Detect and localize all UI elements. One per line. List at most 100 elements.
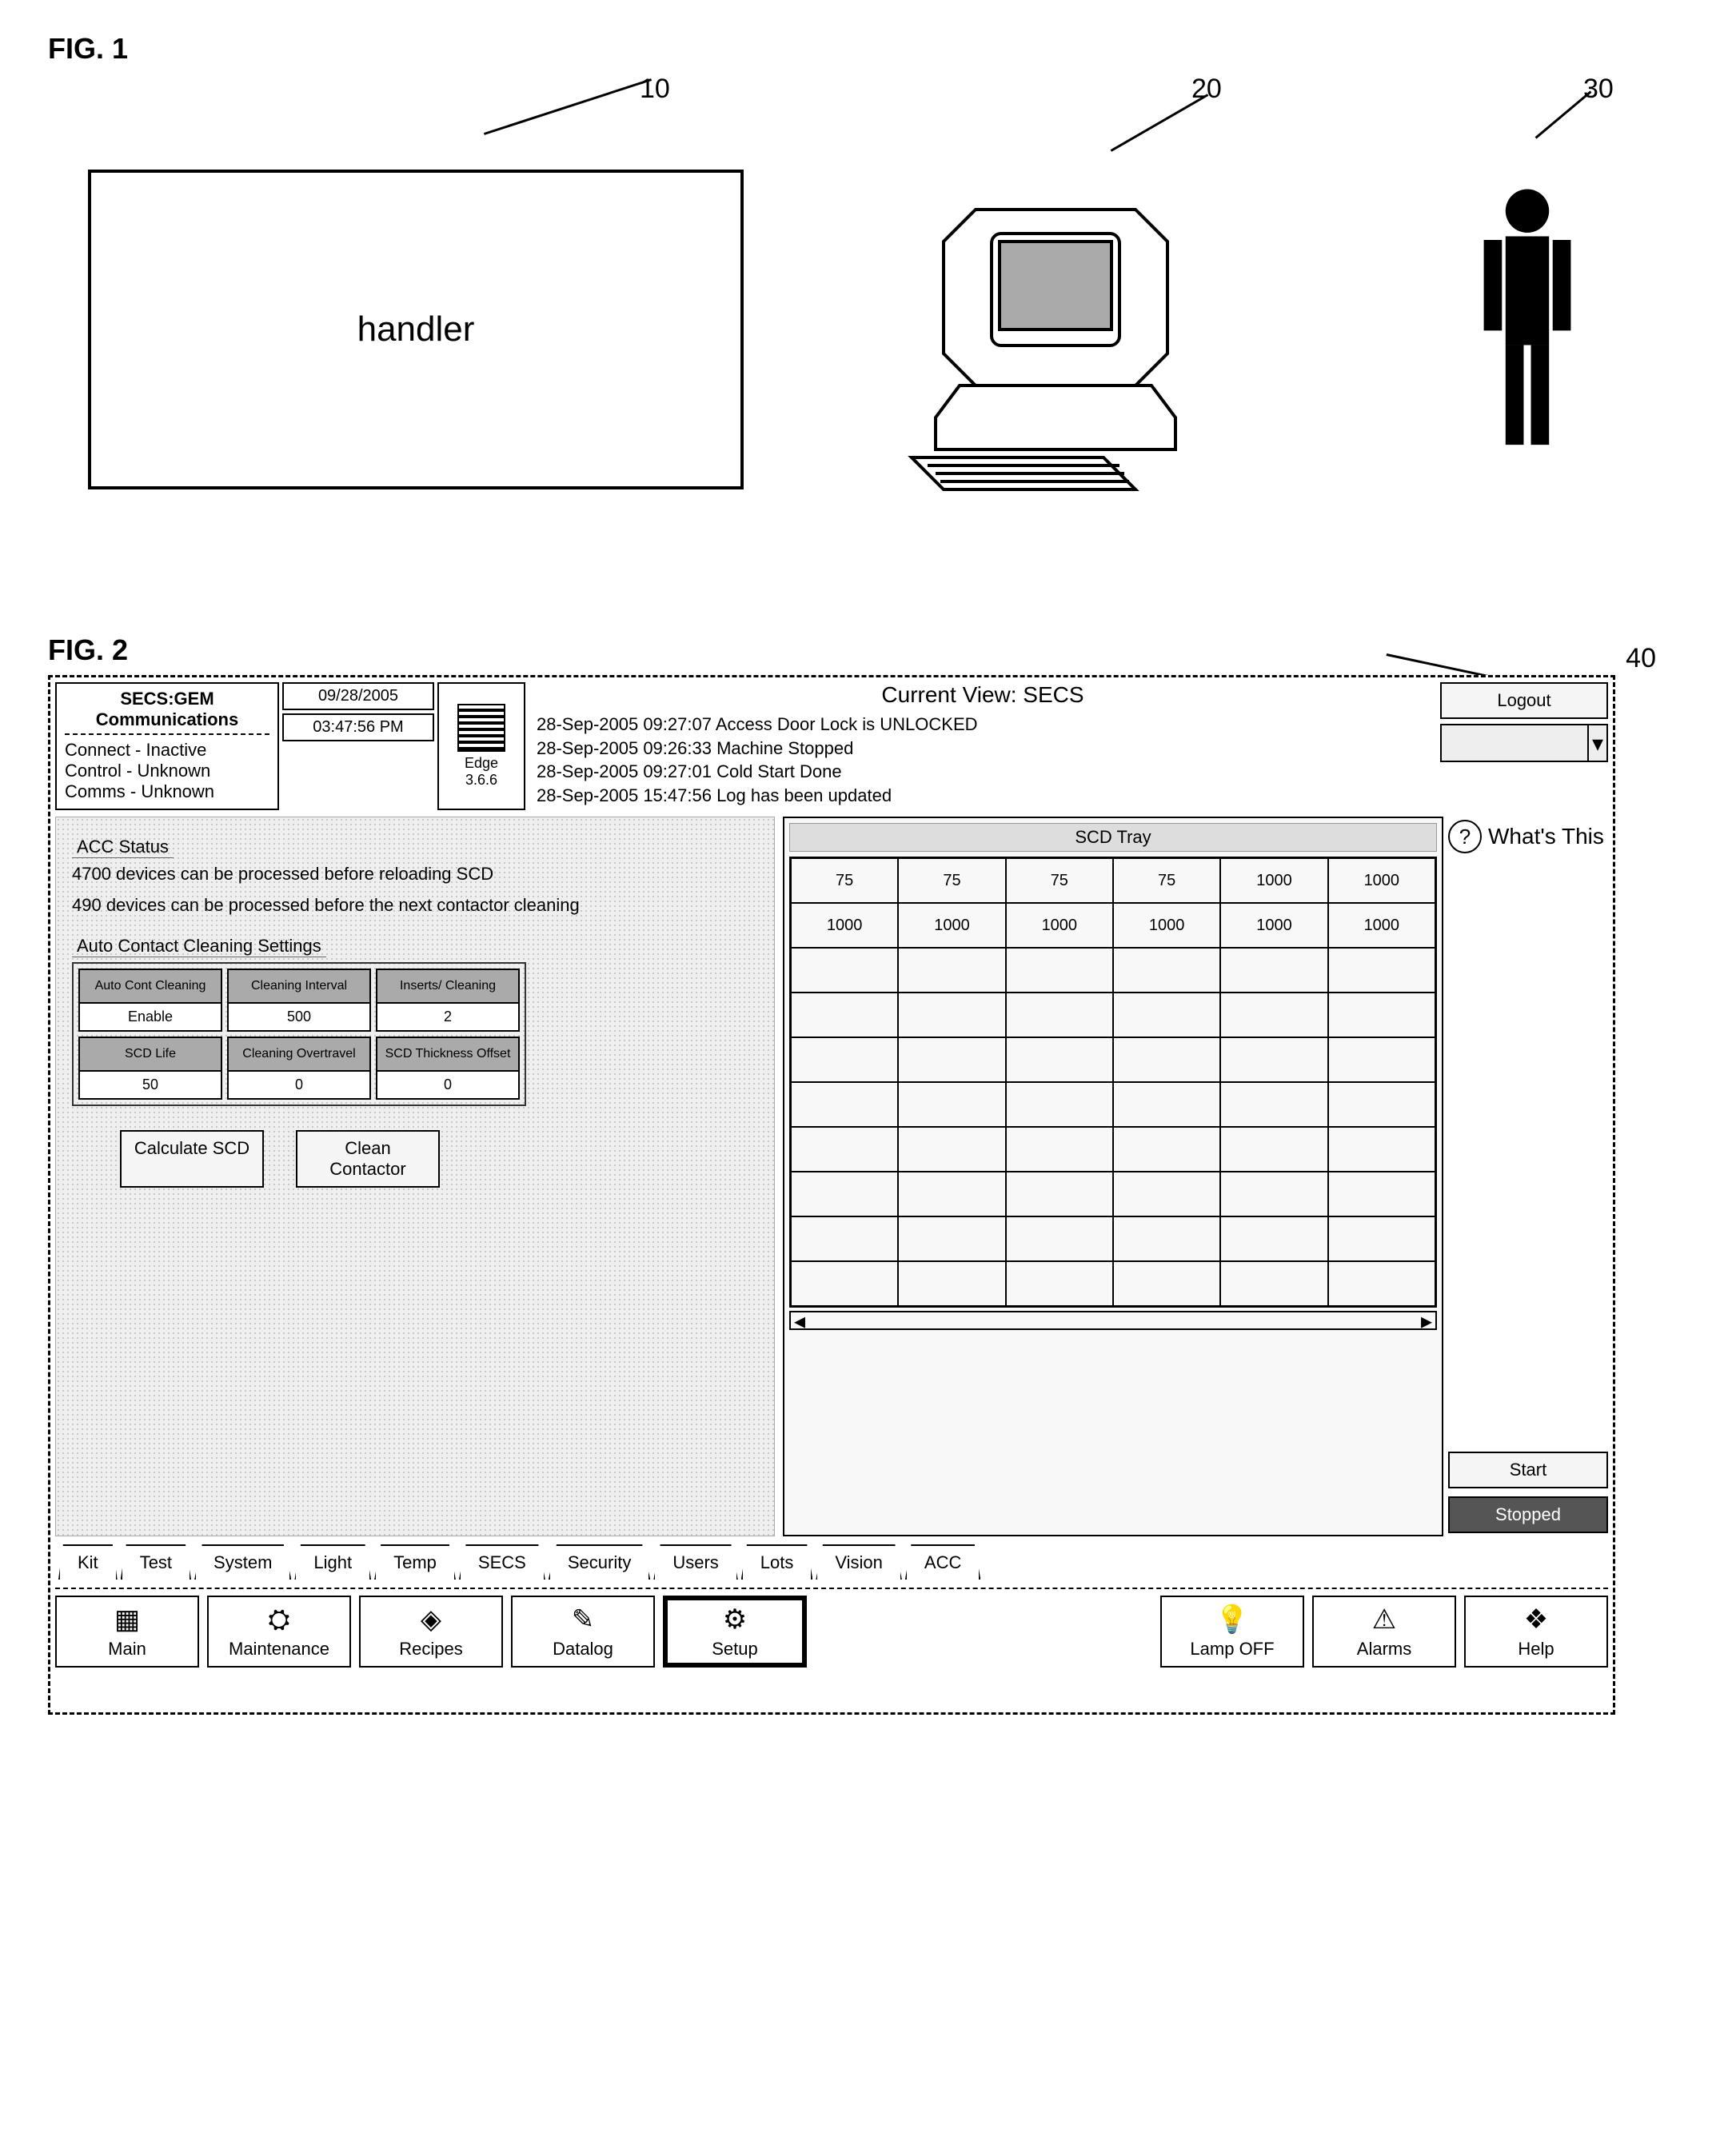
tray-cell[interactable] [1113,1037,1220,1082]
tray-cell[interactable] [1006,1127,1113,1172]
tray-cell[interactable] [1328,1127,1435,1172]
tab-vision[interactable]: Vision [816,1544,902,1580]
tray-cell[interactable] [1328,948,1435,993]
tray-cell[interactable] [1220,1127,1327,1172]
handler-box: handler [88,170,744,489]
tray-cell[interactable]: 1000 [791,903,898,948]
tab-acc[interactable]: ACC [905,1544,980,1580]
tray-cell[interactable] [1113,1082,1220,1127]
connect-status: Connect - Inactive [65,740,269,761]
setting-auto-cont-cleaning[interactable]: Auto Cont CleaningEnable [78,969,222,1032]
date-display: 09/28/2005 [282,682,434,710]
tray-cell[interactable] [791,1172,898,1216]
toolbar-alarms-button[interactable]: ⚠Alarms [1312,1596,1456,1668]
tab-security[interactable]: Security [549,1544,650,1580]
toolbar-lamp-button[interactable]: 💡Lamp OFF [1160,1596,1304,1668]
tray-cell[interactable] [1113,1127,1220,1172]
tray-cell[interactable] [791,1261,898,1306]
lead-20 [1111,94,1209,152]
tray-cell[interactable] [791,1216,898,1261]
tab-users[interactable]: Users [653,1544,737,1580]
tray-cell[interactable] [1220,948,1327,993]
callout-40: 40 [1626,643,1656,674]
tray-cell[interactable]: 1000 [1328,903,1435,948]
tray-cell[interactable] [898,948,1005,993]
tray-cell[interactable] [791,948,898,993]
tray-cell[interactable] [791,1082,898,1127]
tab-lots[interactable]: Lots [741,1544,813,1580]
tab-light[interactable]: Light [294,1544,371,1580]
tab-kit[interactable]: Kit [58,1544,118,1580]
tray-cell[interactable] [1220,1261,1327,1306]
tray-cell[interactable] [1006,1082,1113,1127]
tray-cell[interactable]: 1000 [1006,903,1113,948]
whats-this-button[interactable]: ? What's This [1448,820,1608,853]
tray-cell[interactable] [1328,1216,1435,1261]
toolbar-help-button[interactable]: ❖Help [1464,1596,1608,1668]
tray-cell[interactable] [898,1037,1005,1082]
time-display: 03:47:56 PM [282,713,434,741]
tray-cell[interactable] [1220,993,1327,1037]
tray-cell[interactable] [898,1082,1005,1127]
tray-cell[interactable]: 1000 [1220,858,1327,903]
setting-scd-thickness-offset[interactable]: SCD Thickness Offset0 [376,1037,520,1100]
tray-cell[interactable] [791,1037,898,1082]
tray-cell[interactable] [898,1216,1005,1261]
tray-cell[interactable]: 75 [1113,858,1220,903]
setting-label: Cleaning Overtravel [229,1038,369,1070]
toolbar-recipes-button[interactable]: ◈Recipes [359,1596,503,1668]
tab-temp[interactable]: Temp [374,1544,456,1580]
start-button[interactable]: Start [1448,1452,1608,1488]
tray-cell[interactable] [898,1127,1005,1172]
tray-cell[interactable] [1220,1082,1327,1127]
tray-cell[interactable] [1113,1172,1220,1216]
tray-cell[interactable] [1113,993,1220,1037]
tray-cell[interactable] [1006,993,1113,1037]
tray-cell[interactable] [1006,1172,1113,1216]
tray-cell[interactable]: 1000 [1113,903,1220,948]
tray-cell[interactable] [1006,948,1113,993]
tray-cell[interactable] [1220,1216,1327,1261]
calculate-scd-button[interactable]: Calculate SCD [120,1130,264,1188]
tray-cell[interactable]: 75 [898,858,1005,903]
tab-system[interactable]: System [194,1544,291,1580]
setting-cleaning-interval[interactable]: Cleaning Interval500 [227,969,371,1032]
tray-cell[interactable] [1328,993,1435,1037]
tray-cell[interactable] [791,993,898,1037]
tab-secs[interactable]: SECS [459,1544,545,1580]
tray-cell[interactable]: 1000 [1220,903,1327,948]
tray-cell[interactable]: 75 [791,858,898,903]
tray-cell[interactable] [1328,1261,1435,1306]
logout-button[interactable]: Logout [1440,682,1608,719]
tray-cell[interactable] [898,993,1005,1037]
tray-cell[interactable] [1006,1216,1113,1261]
tray-cell[interactable] [1328,1082,1435,1127]
tray-cell[interactable] [791,1127,898,1172]
tray-cell[interactable] [898,1172,1005,1216]
tray-cell[interactable] [1220,1172,1327,1216]
setting-inserts-cleaning[interactable]: Inserts/ Cleaning2 [376,969,520,1032]
tray-cell[interactable] [1006,1037,1113,1082]
toolbar-setup-button[interactable]: ⚙Setup [663,1596,807,1668]
setting-scd-life[interactable]: SCD Life50 [78,1037,222,1100]
tray-cell[interactable] [1220,1037,1327,1082]
toolbar-maintenance-button[interactable]: ⛭Maintenance [207,1596,351,1668]
tray-cell[interactable] [1113,1216,1220,1261]
tab-test[interactable]: Test [121,1544,191,1580]
acc-status-title: ACC Status [72,837,174,858]
log-scrollbar[interactable]: ▾ [1440,724,1608,762]
toolbar-datalog-button[interactable]: ✎Datalog [511,1596,655,1668]
toolbar-main-button[interactable]: ▦Main [55,1596,199,1668]
tray-cell[interactable]: 1000 [898,903,1005,948]
tray-cell[interactable] [1113,1261,1220,1306]
setting-cleaning-overtravel[interactable]: Cleaning Overtravel0 [227,1037,371,1100]
tray-cell[interactable]: 75 [1006,858,1113,903]
tray-scrollbar[interactable]: ◂▸ [789,1311,1437,1330]
tray-cell[interactable] [1006,1261,1113,1306]
tray-cell[interactable] [1328,1037,1435,1082]
clean-contactor-button[interactable]: Clean Contactor [296,1130,440,1188]
tray-cell[interactable]: 1000 [1328,858,1435,903]
tray-cell[interactable] [1113,948,1220,993]
tray-cell[interactable] [1328,1172,1435,1216]
tray-cell[interactable] [898,1261,1005,1306]
